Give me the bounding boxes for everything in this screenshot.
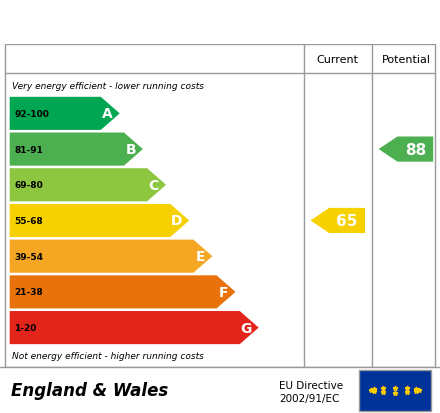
Text: C: C [149, 178, 159, 192]
Text: E: E [195, 249, 205, 263]
Polygon shape [311, 209, 365, 233]
Polygon shape [10, 311, 259, 344]
Text: A: A [102, 107, 113, 121]
Text: G: G [241, 321, 252, 335]
Text: England & Wales: England & Wales [11, 381, 168, 399]
Text: Potential: Potential [381, 55, 430, 64]
Text: 55-68: 55-68 [14, 216, 43, 225]
Text: F: F [219, 285, 228, 299]
FancyBboxPatch shape [359, 370, 431, 411]
Text: D: D [171, 214, 183, 228]
Text: 92-100: 92-100 [14, 109, 49, 119]
Polygon shape [10, 169, 166, 202]
Text: Very energy efficient - lower running costs: Very energy efficient - lower running co… [12, 81, 204, 90]
Polygon shape [10, 275, 235, 309]
Text: Current: Current [317, 55, 359, 64]
Polygon shape [378, 137, 433, 162]
Text: B: B [125, 143, 136, 157]
Polygon shape [10, 97, 120, 131]
Text: 69-80: 69-80 [14, 181, 43, 190]
Text: Not energy efficient - higher running costs: Not energy efficient - higher running co… [12, 351, 204, 361]
Polygon shape [10, 204, 189, 237]
Text: 21-38: 21-38 [14, 288, 43, 297]
Text: 39-54: 39-54 [14, 252, 43, 261]
Text: 81-91: 81-91 [14, 145, 43, 154]
Text: EU Directive: EU Directive [279, 380, 344, 390]
Text: 65: 65 [337, 214, 358, 228]
Text: Energy Efficiency Rating: Energy Efficiency Rating [11, 12, 299, 32]
Polygon shape [10, 240, 213, 273]
Text: 88: 88 [405, 142, 426, 157]
Text: 2002/91/EC: 2002/91/EC [279, 394, 340, 404]
Polygon shape [10, 133, 143, 166]
Text: 1-20: 1-20 [14, 323, 37, 332]
